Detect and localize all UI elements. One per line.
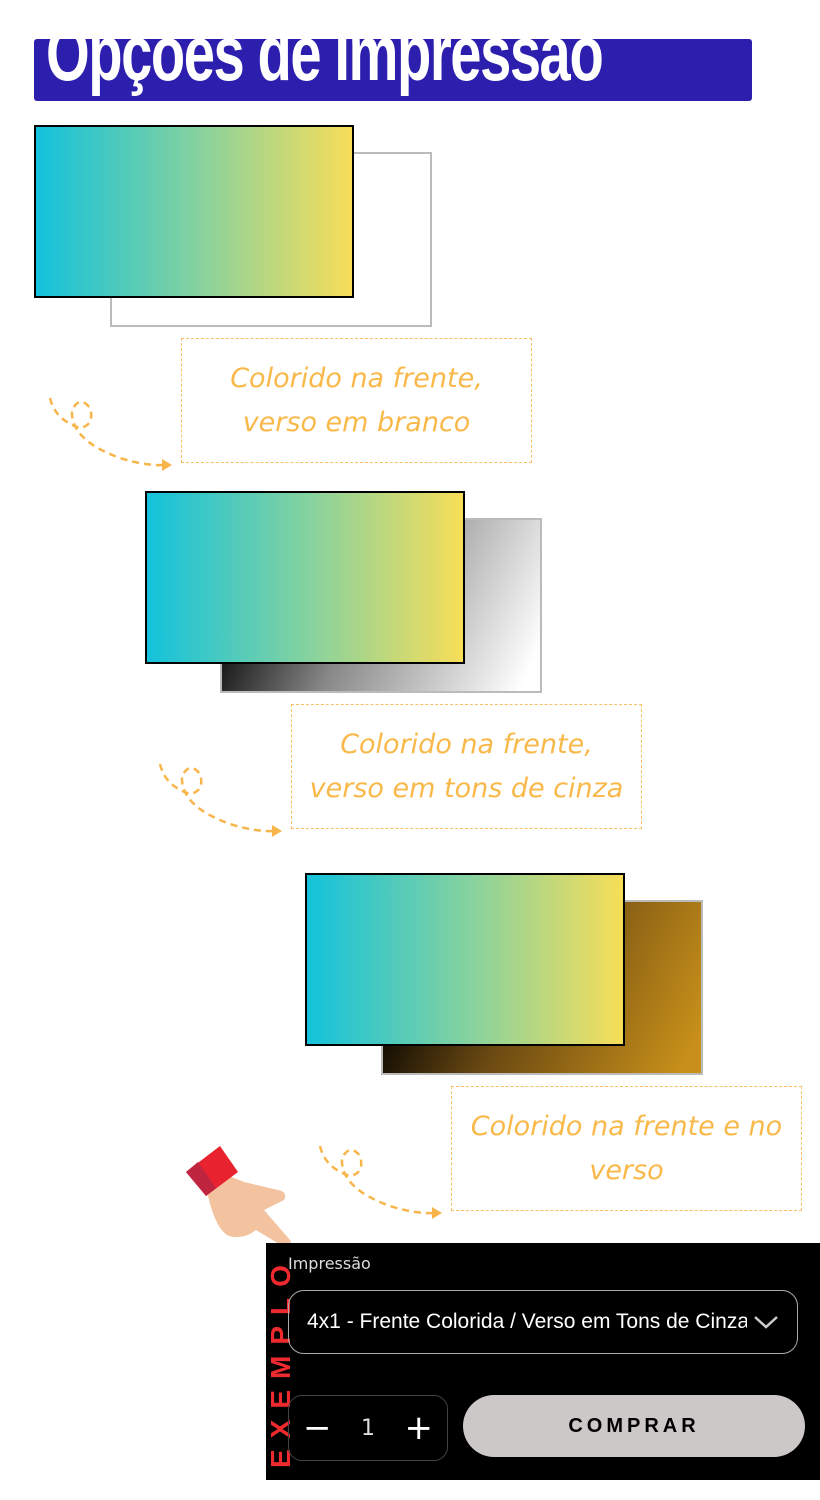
option-caption: Colorido na frente, verso em tons de cin… [291,704,642,829]
print-option-select[interactable]: 4x1 - Frente Colorida / Verso em Tons de… [288,1290,798,1354]
option-caption: Colorido na frente, verso em branco [181,338,532,463]
buy-button[interactable]: COMPRAR [463,1395,805,1457]
option-caption: Colorido na frente e no verso [451,1086,802,1211]
select-value: 4x1 - Frente Colorida / Verso em Tons de… [307,1310,747,1333]
dashed-arrow-icon [48,397,172,471]
title-banner: Opções de Impressão [34,39,752,101]
dashed-arrow-icon [318,1145,442,1219]
decrease-quantity-button[interactable]: − [303,1408,332,1448]
card-front-color [305,873,625,1046]
dashed-arrow-icon [158,763,282,837]
chevron-down-icon [754,1316,778,1329]
pointing-hand-icon [186,1146,292,1249]
card-front-color [145,491,465,664]
quantity-value[interactable]: 1 [361,1415,375,1441]
page-title: Opções de Impressão [46,39,604,97]
print-option-label: Impressão [288,1254,371,1273]
quantity-stepper[interactable]: − 1 + [288,1395,448,1461]
increase-quantity-button[interactable]: + [404,1408,434,1448]
card-front-color [34,125,354,298]
